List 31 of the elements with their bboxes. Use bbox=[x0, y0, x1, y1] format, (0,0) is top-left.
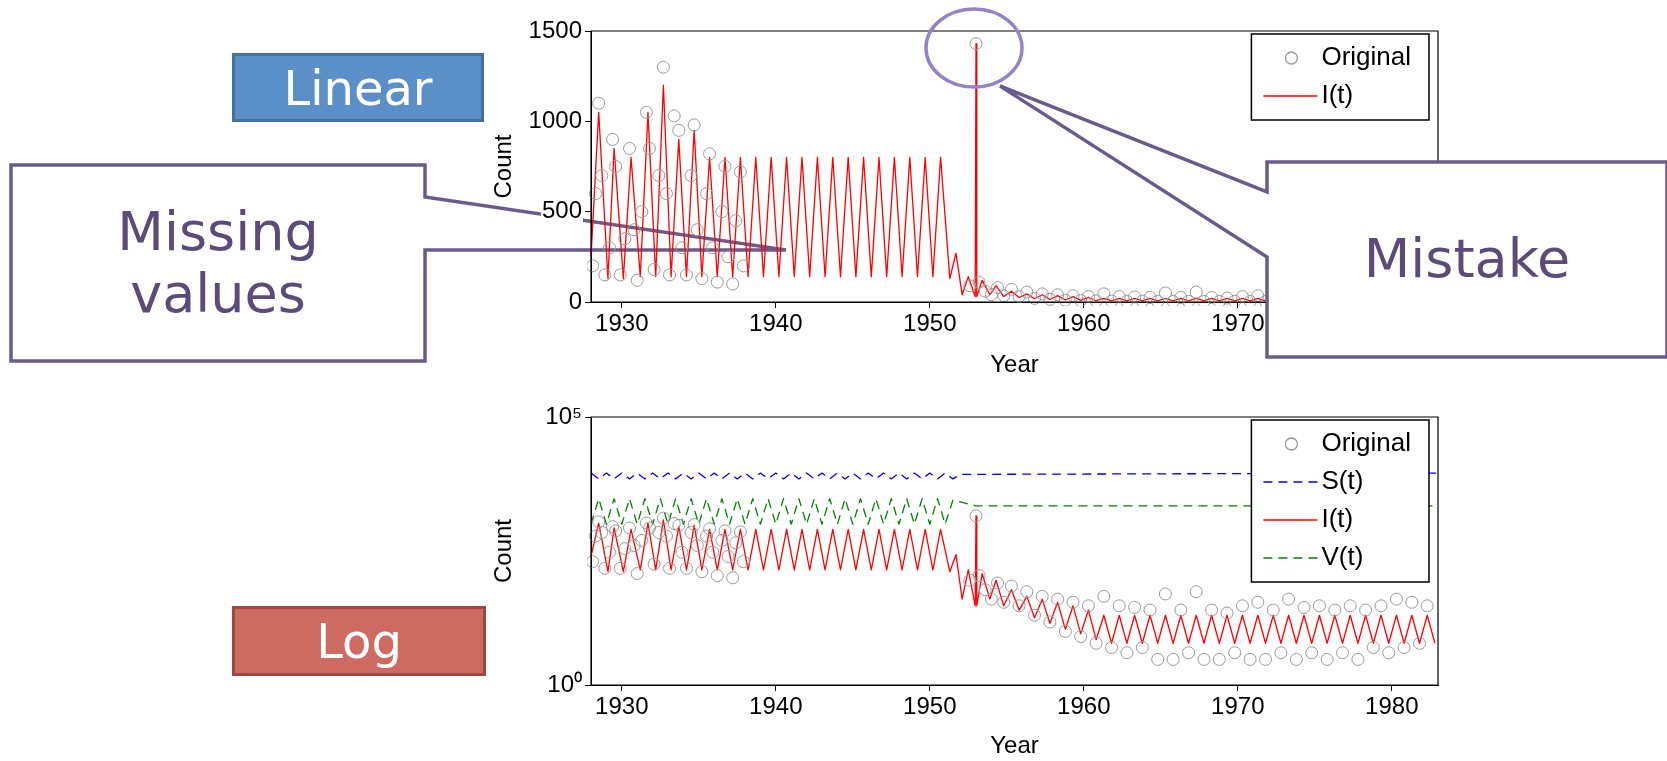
x-tick-label: 1950 bbox=[903, 309, 957, 337]
x-tick-label: 1930 bbox=[595, 692, 649, 720]
y-tick-label: 0 bbox=[568, 286, 582, 314]
x-tick-label: 1960 bbox=[1057, 309, 1111, 337]
y-tick-label: 500 bbox=[541, 196, 582, 224]
x-tick-label: 1930 bbox=[595, 309, 649, 337]
legend-label: Original bbox=[1321, 427, 1411, 458]
x-tick-label: 1980 bbox=[1365, 692, 1419, 720]
x-tick-label: 1960 bbox=[1057, 692, 1111, 720]
text: Linear bbox=[232, 53, 484, 122]
y-axis-title: Count bbox=[489, 518, 517, 584]
text: Log bbox=[232, 606, 486, 676]
x-axis-title: Year bbox=[990, 731, 1039, 759]
x-axis-title: Year bbox=[990, 350, 1039, 378]
y-tick-label: 1000 bbox=[528, 105, 582, 133]
text: Missing values bbox=[116, 199, 320, 326]
legend-label: S(t) bbox=[1321, 465, 1364, 496]
x-tick-label: 1940 bbox=[749, 309, 803, 337]
y-tick-label: 10⁰ bbox=[547, 669, 582, 697]
x-tick-label: 1940 bbox=[749, 692, 803, 720]
y-axis-title: Count bbox=[489, 134, 517, 199]
x-tick-label: 1970 bbox=[1211, 692, 1265, 720]
annotation: Mistake bbox=[1363, 227, 1571, 291]
y-tick-label: 1500 bbox=[528, 15, 582, 43]
y-tick-label: 10⁵ bbox=[545, 401, 582, 429]
legend-label: V(t) bbox=[1321, 541, 1364, 572]
legend-label: Original bbox=[1321, 41, 1411, 72]
legend-label: I(t) bbox=[1321, 503, 1354, 534]
x-tick-label: 1970 bbox=[1211, 309, 1265, 337]
x-tick-label: 1950 bbox=[903, 692, 957, 720]
legend-label: I(t) bbox=[1321, 79, 1354, 110]
